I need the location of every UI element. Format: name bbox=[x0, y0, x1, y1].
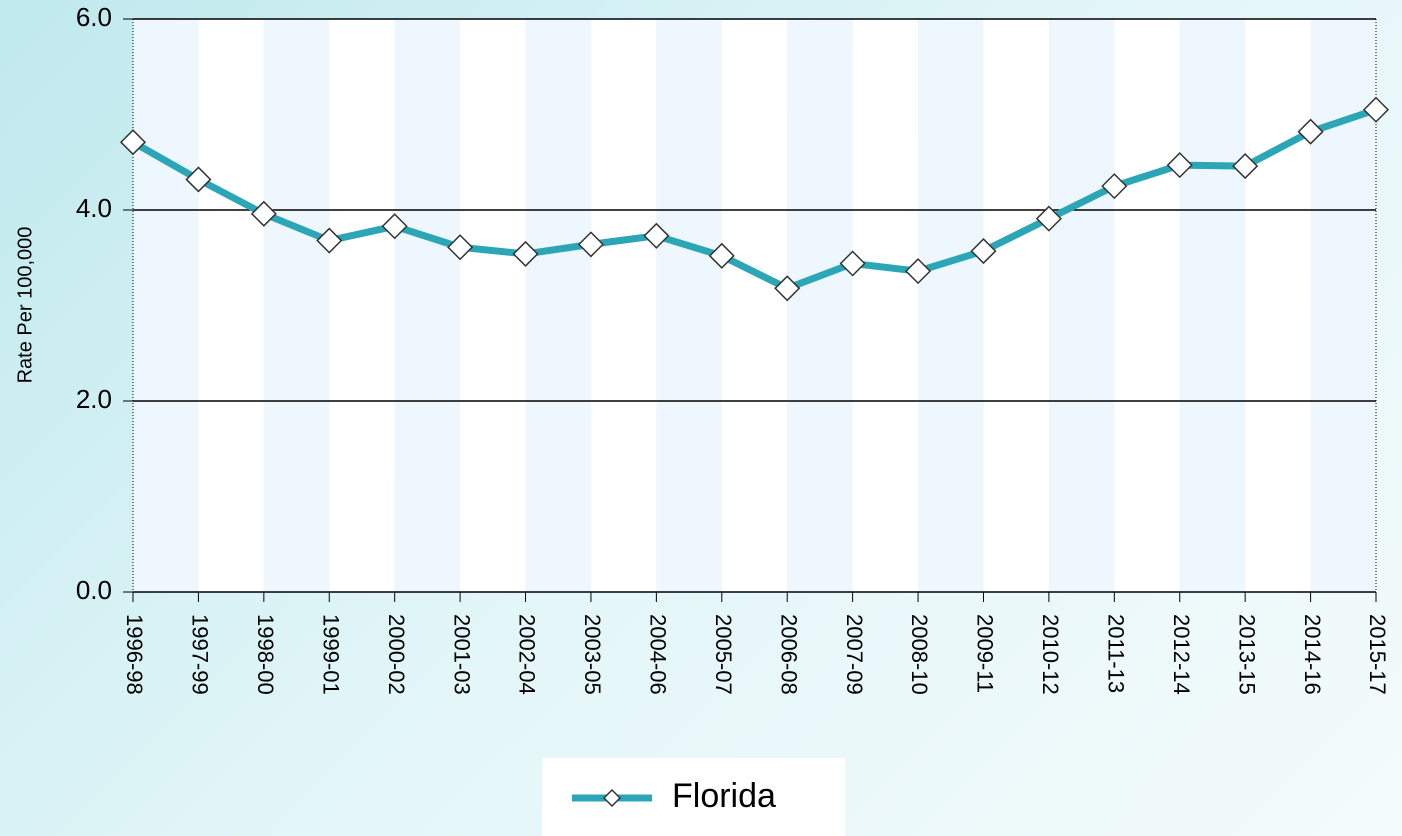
x-tick-label: 2006-08 bbox=[776, 614, 801, 695]
y-tick-label: 0.0 bbox=[76, 575, 112, 605]
stripe bbox=[394, 19, 461, 592]
stripe bbox=[721, 19, 788, 592]
plot-background bbox=[133, 19, 1376, 592]
y-tick-label: 6.0 bbox=[76, 2, 112, 32]
x-tick-label: 2013-15 bbox=[1234, 614, 1259, 695]
legend-swatch-marker bbox=[602, 788, 622, 808]
legend-label: Florida bbox=[672, 777, 776, 815]
x-tick-label: 2008-10 bbox=[907, 614, 932, 695]
x-tick-label: 1996-98 bbox=[122, 614, 147, 695]
y-axis-label: Rate Per 100,000 bbox=[14, 227, 36, 384]
x-tick-label: 2007-09 bbox=[842, 614, 867, 695]
stripe bbox=[525, 19, 591, 592]
x-tick-label: 2010-12 bbox=[1038, 614, 1063, 695]
data-point bbox=[839, 250, 866, 277]
data-point bbox=[1035, 205, 1062, 232]
x-tick-label: 1998-00 bbox=[253, 614, 278, 695]
x-tick-label: 2004-06 bbox=[646, 614, 671, 695]
stripe bbox=[1310, 19, 1376, 592]
stripe bbox=[198, 19, 264, 592]
stripe bbox=[590, 19, 657, 592]
data-point bbox=[447, 234, 474, 261]
y-tick-label: 2.0 bbox=[76, 384, 112, 414]
x-tick-label: 2012-14 bbox=[1169, 614, 1194, 695]
stripe bbox=[852, 19, 919, 592]
x-tick-label: 1997-99 bbox=[188, 614, 213, 695]
data-point bbox=[774, 275, 801, 302]
y-tick-label: 4.0 bbox=[76, 193, 112, 223]
data-point bbox=[1166, 152, 1193, 179]
data-point bbox=[708, 242, 735, 269]
stripe bbox=[983, 19, 1049, 592]
x-tick-label: 2015-17 bbox=[1365, 614, 1390, 695]
data-point bbox=[1101, 173, 1128, 200]
x-tick-label: 1999-01 bbox=[318, 614, 343, 695]
data-point bbox=[119, 129, 147, 156]
data-point bbox=[250, 200, 277, 227]
data-point bbox=[643, 222, 670, 249]
grid: 0.0 2.0 4.0 6.0 bbox=[76, 2, 1377, 605]
data-point bbox=[1362, 96, 1390, 123]
data-point bbox=[970, 238, 997, 265]
data-point bbox=[185, 166, 212, 193]
stripe bbox=[1048, 19, 1115, 592]
data-point bbox=[577, 231, 605, 258]
x-tick-label: 2000-02 bbox=[384, 614, 409, 695]
x-tick-label: 2005-07 bbox=[711, 614, 736, 695]
stripe bbox=[656, 19, 722, 592]
stripe bbox=[133, 19, 199, 592]
stripe bbox=[329, 19, 395, 592]
x-tick-label: 2002-04 bbox=[515, 614, 540, 695]
data-point bbox=[316, 227, 343, 254]
stripe bbox=[263, 19, 330, 592]
series-line bbox=[131, 106, 1378, 292]
data-point bbox=[1297, 118, 1324, 145]
data-point bbox=[904, 258, 932, 285]
x-tick-label: 2009-11 bbox=[973, 614, 998, 693]
x-tick-label: 2014-16 bbox=[1300, 614, 1325, 695]
data-point bbox=[512, 240, 539, 267]
x-tick-label: 2003-05 bbox=[580, 614, 605, 695]
stripe bbox=[1245, 19, 1311, 592]
x-tick-label: 2011-13 bbox=[1104, 614, 1129, 693]
stripe bbox=[460, 19, 526, 592]
stripe bbox=[1114, 19, 1180, 592]
stripe bbox=[787, 19, 853, 592]
data-point bbox=[381, 213, 408, 240]
x-tick-label: 2001-03 bbox=[449, 614, 474, 695]
data-point bbox=[1232, 153, 1259, 180]
stripe bbox=[1179, 19, 1246, 592]
stripe bbox=[918, 19, 984, 592]
